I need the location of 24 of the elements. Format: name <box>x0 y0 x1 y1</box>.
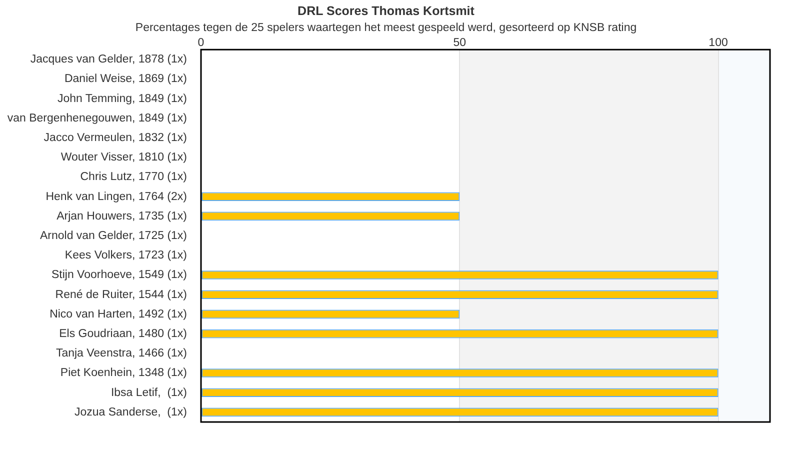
x-tick-label: 50 <box>453 36 466 49</box>
y-tick-label: René de Ruiter, 1544 (1x) <box>55 288 188 301</box>
chart-title: DRL Scores Thomas Kortsmit <box>298 4 476 18</box>
y-tick-label: Chris Lutz, 1770 (1x) <box>80 171 188 184</box>
y-tick-label: Arjan Houwers, 1735 (1x) <box>56 210 188 222</box>
y-tick-label: Piet Koenhein, 1348 (1x) <box>60 367 188 380</box>
y-tick-label: Wouter Visser, 1810 (1x) <box>60 152 188 164</box>
y-tick-label: Henk van Lingen, 1764 (2x) <box>46 190 188 203</box>
y-tick-label: Ibsa Letif, (1x) <box>110 386 188 399</box>
y-tick-label: Stijn Voorhoeve, 1549 (1x) <box>51 269 188 282</box>
x-tick-label: 0 <box>198 36 204 49</box>
y-tick-label: John Temming, 1849 (1x) <box>57 92 188 105</box>
y-tick-label: Nico van Harten, 1492 (1x) <box>50 308 188 320</box>
y-tick-label: Tanja Veenstra, 1466 (1x) <box>56 348 188 360</box>
x-tick-label: 100 <box>708 36 728 49</box>
y-tick-label: Daniel Weise, 1869 (1x) <box>64 73 188 86</box>
y-tick-label: Arnold van Gelder, 1725 (1x) <box>40 230 188 242</box>
y-tick-label: Jacco Vermeulen, 1832 (1x) <box>44 132 188 144</box>
y-tick-label: Kees Volkers, 1723 (1x) <box>64 250 188 262</box>
y-tick-label: Els Goudriaan, 1480 (1x) <box>59 328 188 340</box>
y-tick-label: van Bergenhenegouwen, 1849 (1x) <box>7 112 188 124</box>
chart-subtitle: Percentages tegen de 25 spelers waartegen het meest gespeeld werd, gesorteerd op KNSB rating <box>135 22 637 34</box>
y-tick-label: Jozua Sanderse, (1x) <box>74 406 188 418</box>
y-tick-label: Jacques van Gelder, 1878 (1x) <box>30 54 188 66</box>
